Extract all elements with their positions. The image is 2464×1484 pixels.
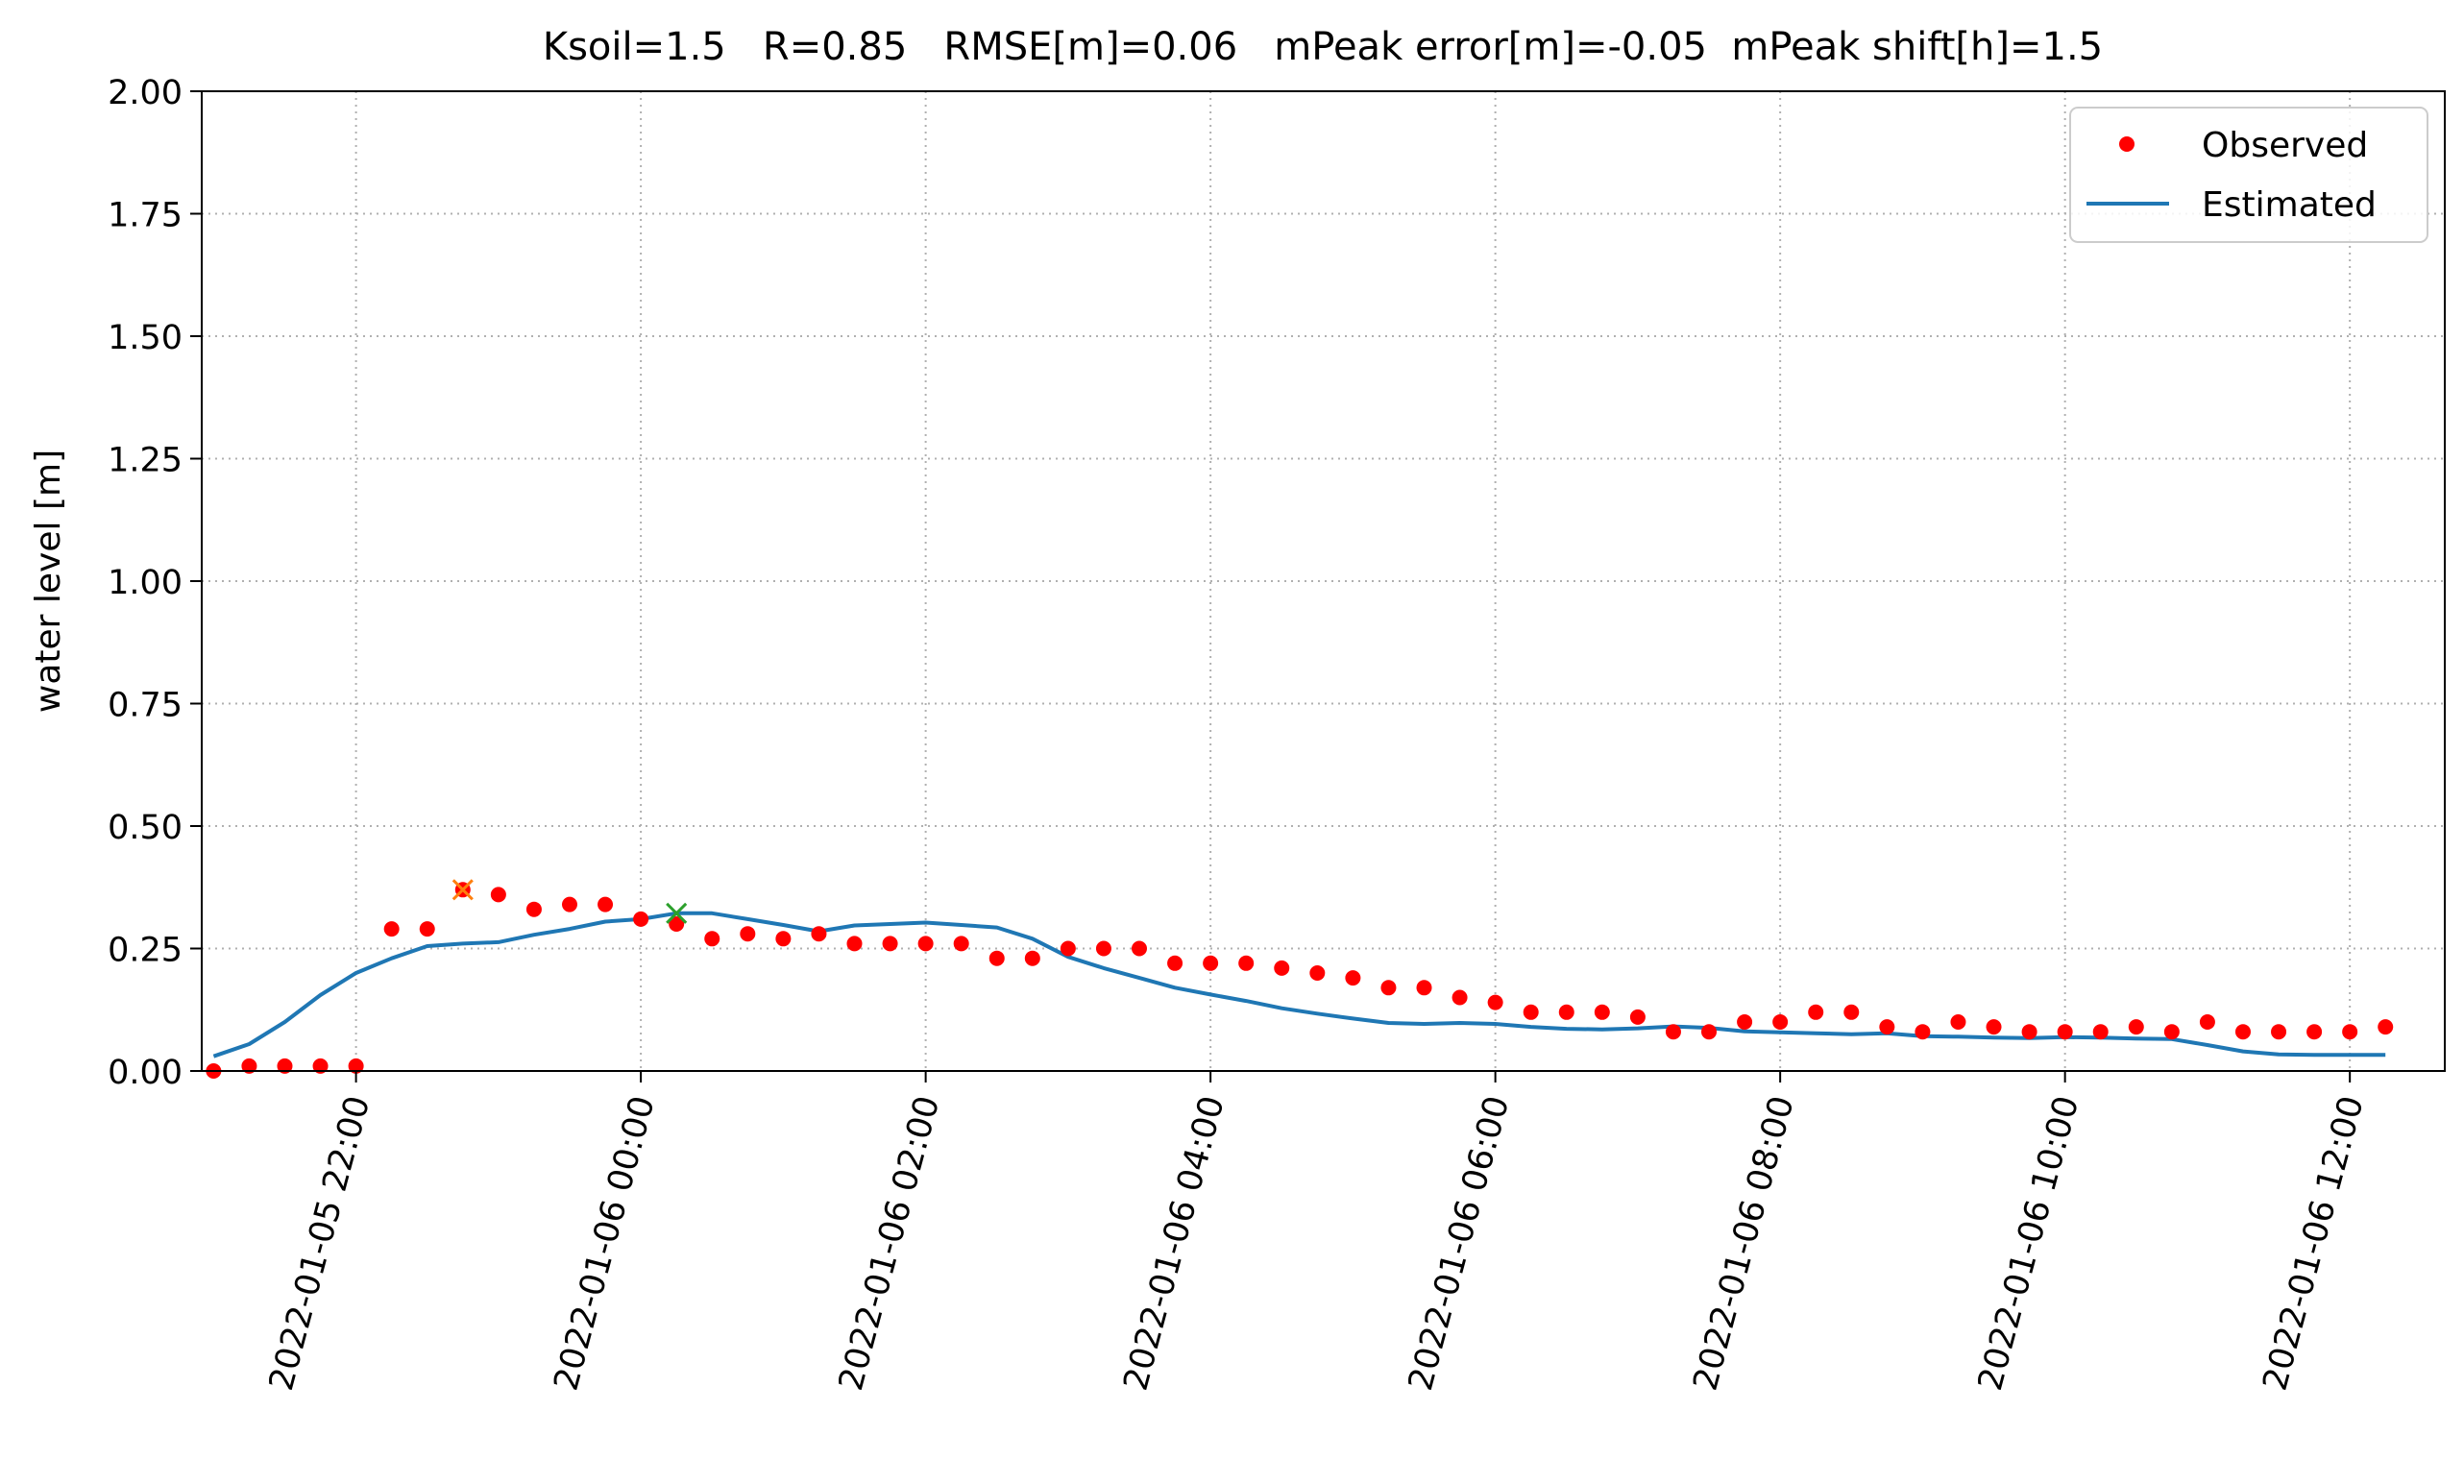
observed-point: [1095, 940, 1111, 957]
observed-point: [525, 901, 542, 917]
observed-point: [2128, 1019, 2144, 1035]
observed-point: [1132, 940, 1148, 957]
x-tick-label: 2022-01-06 12:00: [2257, 1092, 2372, 1395]
peak-marker-stroke: [451, 879, 474, 901]
observed-point: [1345, 970, 1361, 986]
y-tick-label: 2.00: [108, 74, 183, 112]
observed-point: [1629, 1009, 1646, 1025]
observed-point: [740, 926, 756, 942]
legend: Observed Estimated: [2069, 107, 2428, 243]
legend-observed-swatch: [2119, 136, 2135, 152]
observed-point: [1523, 1004, 1539, 1020]
observed-point: [633, 911, 649, 927]
observed-point: [419, 921, 435, 937]
y-tick-label: 0.00: [108, 1054, 183, 1092]
observed-point: [846, 936, 863, 952]
observed-point: [2057, 1024, 2073, 1040]
observed-point: [348, 1058, 364, 1074]
observed-point: [1843, 1004, 1860, 1020]
observed-point: [917, 936, 934, 952]
observed-point: [953, 936, 969, 952]
x-tick-label: 2022-01-06 00:00: [548, 1092, 663, 1395]
observed-point: [1594, 1004, 1610, 1020]
observed-point: [1452, 989, 1468, 1006]
observed-peak-marker: [451, 879, 474, 901]
observed-point: [1060, 940, 1076, 957]
x-tick-label: 2022-01-06 06:00: [1402, 1092, 1517, 1395]
observed-point: [1203, 955, 1219, 971]
y-tick-label: 0.25: [108, 932, 183, 970]
estimated-line: [212, 911, 2386, 1058]
y-tick-label: 1.25: [108, 442, 183, 480]
observed-point: [1808, 1004, 1824, 1020]
observed-point: [775, 931, 792, 947]
observed-point: [1950, 1014, 1966, 1030]
observed-point: [241, 1058, 257, 1074]
observed-point: [2199, 1014, 2215, 1030]
y-tick-label: 0.50: [108, 809, 183, 847]
x-tick-label: 2022-01-06 08:00: [1687, 1092, 1802, 1395]
grid: [202, 90, 2445, 1072]
observed-point: [1737, 1014, 1753, 1030]
observed-point: [2306, 1024, 2323, 1040]
peak-marker-stroke: [666, 902, 688, 924]
legend-label: Estimated: [2202, 185, 2377, 225]
x-tick-label: 2022-01-06 04:00: [1117, 1092, 1232, 1395]
observed-point: [811, 926, 827, 942]
observed-point: [2234, 1024, 2251, 1040]
observed-point: [1416, 980, 1432, 996]
observed-point: [2271, 1024, 2287, 1040]
legend-box: [2069, 107, 2428, 243]
observed-point: [2021, 1024, 2037, 1040]
observed-point: [1024, 950, 1040, 966]
x-tick-label: 2022-01-06 02:00: [832, 1092, 947, 1395]
estimated-peak-marker: [666, 902, 688, 924]
observed-point: [277, 1058, 293, 1074]
legend-label: Observed: [2202, 126, 2368, 165]
observed-point: [1915, 1024, 1931, 1040]
observed-point: [598, 896, 614, 912]
x-tick-label: 2022-01-05 22:00: [262, 1092, 378, 1395]
observed-point: [2163, 1024, 2180, 1040]
series-layer: [206, 879, 2394, 1079]
observed-point: [1167, 955, 1183, 971]
observed-point: [1309, 965, 1326, 981]
y-tick-label: 1.50: [108, 319, 183, 357]
observed-point: [2378, 1019, 2394, 1035]
chart-title: Ksoil=1.5 R=0.85 RMSE[m]=0.06 mPeak erro…: [543, 25, 2103, 69]
y-tick-label: 0.75: [108, 687, 183, 725]
y-tick-label: 1.75: [108, 197, 183, 235]
x-tick-label: 2022-01-06 10:00: [1971, 1092, 2086, 1395]
observed-point: [1274, 960, 1290, 976]
observed-point: [1558, 1004, 1574, 1020]
observed-point: [704, 931, 720, 947]
observed-point: [1879, 1019, 1895, 1035]
observed-point: [312, 1058, 329, 1074]
observed-point: [383, 921, 400, 937]
observed-point: [490, 887, 506, 903]
y-tick-label: 1.00: [108, 564, 183, 602]
observed-point: [1701, 1024, 1718, 1040]
observed-point: [1238, 955, 1255, 971]
observed-point: [561, 896, 577, 912]
observed-point: [669, 916, 685, 932]
observed-point: [1380, 980, 1397, 996]
observed-point: [1487, 994, 1503, 1010]
observed-point: [882, 936, 898, 952]
observed-point: [1986, 1019, 2002, 1035]
observed-point: [1665, 1024, 1681, 1040]
observed-point: [1772, 1014, 1789, 1030]
observed-point: [2092, 1024, 2109, 1040]
observed-point: [988, 950, 1005, 966]
observed-point: [2342, 1024, 2358, 1040]
y-axis-label: water level [m]: [29, 450, 68, 713]
